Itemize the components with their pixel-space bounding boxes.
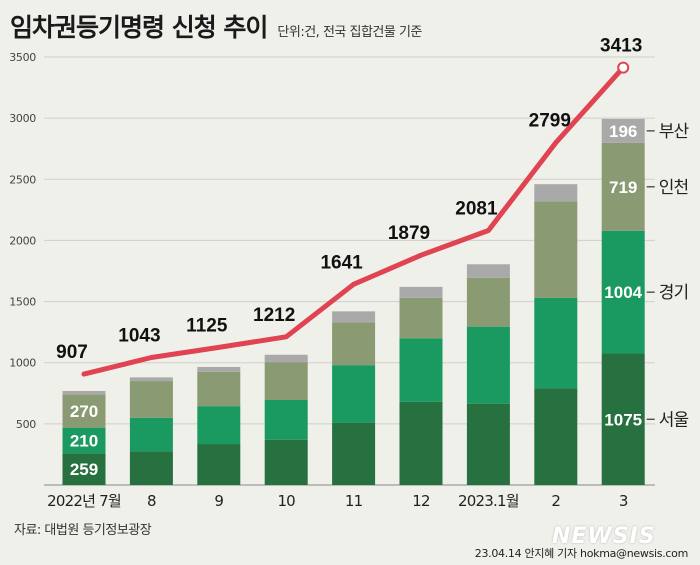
bar-segment-seoul (62, 453, 106, 485)
bar-segment-gyeonggi (264, 400, 308, 440)
x-tick-label: 10 (277, 492, 295, 510)
bar-segment-gyeonggi (62, 427, 106, 454)
unit-note: 단위:건, 전국 집합건물 기준 (277, 25, 422, 40)
bar-segment-incheon (399, 297, 443, 339)
bar-value-label: 1075 (604, 410, 642, 429)
x-tick-label: 2023.1월 (458, 492, 519, 510)
total-value-label: 907 (56, 342, 88, 363)
bar-segment-busan (129, 377, 173, 382)
y-tick-label: 2500 (9, 173, 36, 186)
x-tick-label: 3 (619, 492, 628, 510)
y-tick-label: 3000 (9, 112, 36, 125)
bar-segment-incheon (601, 142, 645, 231)
y-tick-label: 1000 (9, 357, 36, 370)
bar-segment-gyeonggi (534, 297, 578, 389)
x-tick-label: 8 (147, 492, 156, 510)
total-line (81, 65, 626, 377)
bar-segment-busan (62, 390, 106, 395)
chart-title: 임차권등기명령 신청 추이 (10, 13, 268, 42)
x-tick-label: 2 (551, 492, 560, 510)
bar-segment-seoul (197, 444, 241, 485)
bar-segment-gyeonggi (399, 338, 443, 402)
bar-segment-incheon (466, 277, 510, 327)
byline-credit: 23.04.14 안지혜 기자 hokma@newsis.com (474, 547, 689, 560)
bar-segment-gyeonggi (197, 406, 241, 445)
y-tick-label: 3500 (9, 51, 36, 64)
bar-segment-busan (197, 366, 241, 372)
total-value-label: 1641 (320, 252, 363, 273)
bar-segment-seoul (399, 401, 443, 485)
bar-segment-incheon (534, 201, 578, 298)
bar-segment-gyeonggi (332, 365, 376, 423)
bar-value-label: 1004 (604, 283, 642, 302)
bar-segment-seoul (129, 451, 173, 485)
bar-segment-seoul (601, 353, 645, 485)
bar-segment-seoul (332, 422, 376, 485)
x-tick-label: 11 (345, 492, 363, 510)
title-row: 임차권등기명령 신청 추이 단위:건, 전국 집합건물 기준 (10, 8, 422, 44)
total-value-label: 2081 (455, 199, 498, 220)
total-value-label: 2799 (529, 111, 571, 132)
total-value-label: 1125 (186, 315, 228, 336)
bar-segment-incheon (62, 394, 106, 428)
total-line-end-marker (617, 61, 630, 74)
bar-segment-seoul (466, 403, 510, 485)
bar-segment-busan (332, 311, 376, 323)
bar-segment-incheon (264, 362, 308, 401)
bar-segment-busan (466, 264, 510, 278)
bar-segment-incheon (197, 371, 241, 407)
x-tick-label: 2022년 7월 (47, 492, 121, 510)
bar-segment-incheon (129, 381, 173, 418)
bar-segment-busan (534, 184, 578, 202)
bar-segment-seoul (534, 388, 578, 485)
legend-label-busan: 부산 (659, 122, 690, 142)
bar-value-label: 719 (609, 178, 637, 197)
bar-segment-gyeonggi (129, 417, 173, 452)
total-value-label: 3413 (600, 36, 642, 57)
newsis-watermark: NEWSIS (552, 524, 656, 549)
bar-value-label: 210 (70, 431, 98, 450)
total-value-label: 1879 (388, 223, 430, 244)
y-tick-label: 2000 (9, 234, 36, 247)
bar-segment-busan (264, 354, 308, 363)
legend-label-incheon: 인천 (659, 178, 689, 198)
bar-segment-gyeonggi (601, 230, 645, 354)
x-tick-label: 9 (214, 492, 223, 510)
y-tick-label: 1500 (9, 296, 36, 309)
bar-segment-incheon (332, 322, 376, 366)
bar-segment-gyeonggi (466, 326, 510, 404)
y-tick-label: 500 (16, 418, 36, 431)
source-note: 자료: 대법원 등기정보광장 (14, 523, 152, 538)
bar-value-label: 259 (70, 460, 98, 479)
bar-segment-seoul (264, 439, 308, 485)
total-value-label: 1043 (118, 325, 160, 346)
bar-segment-busan (601, 118, 645, 143)
legend-label-gyeonggi: 경기 (659, 283, 689, 303)
bar-value-label: 196 (609, 122, 637, 141)
total-value-label: 1212 (253, 305, 295, 326)
legend-label-seoul: 서울 (659, 410, 689, 430)
x-tick-label: 12 (412, 492, 430, 510)
bar-segment-busan (399, 286, 443, 298)
bar-value-label: 270 (70, 402, 98, 421)
